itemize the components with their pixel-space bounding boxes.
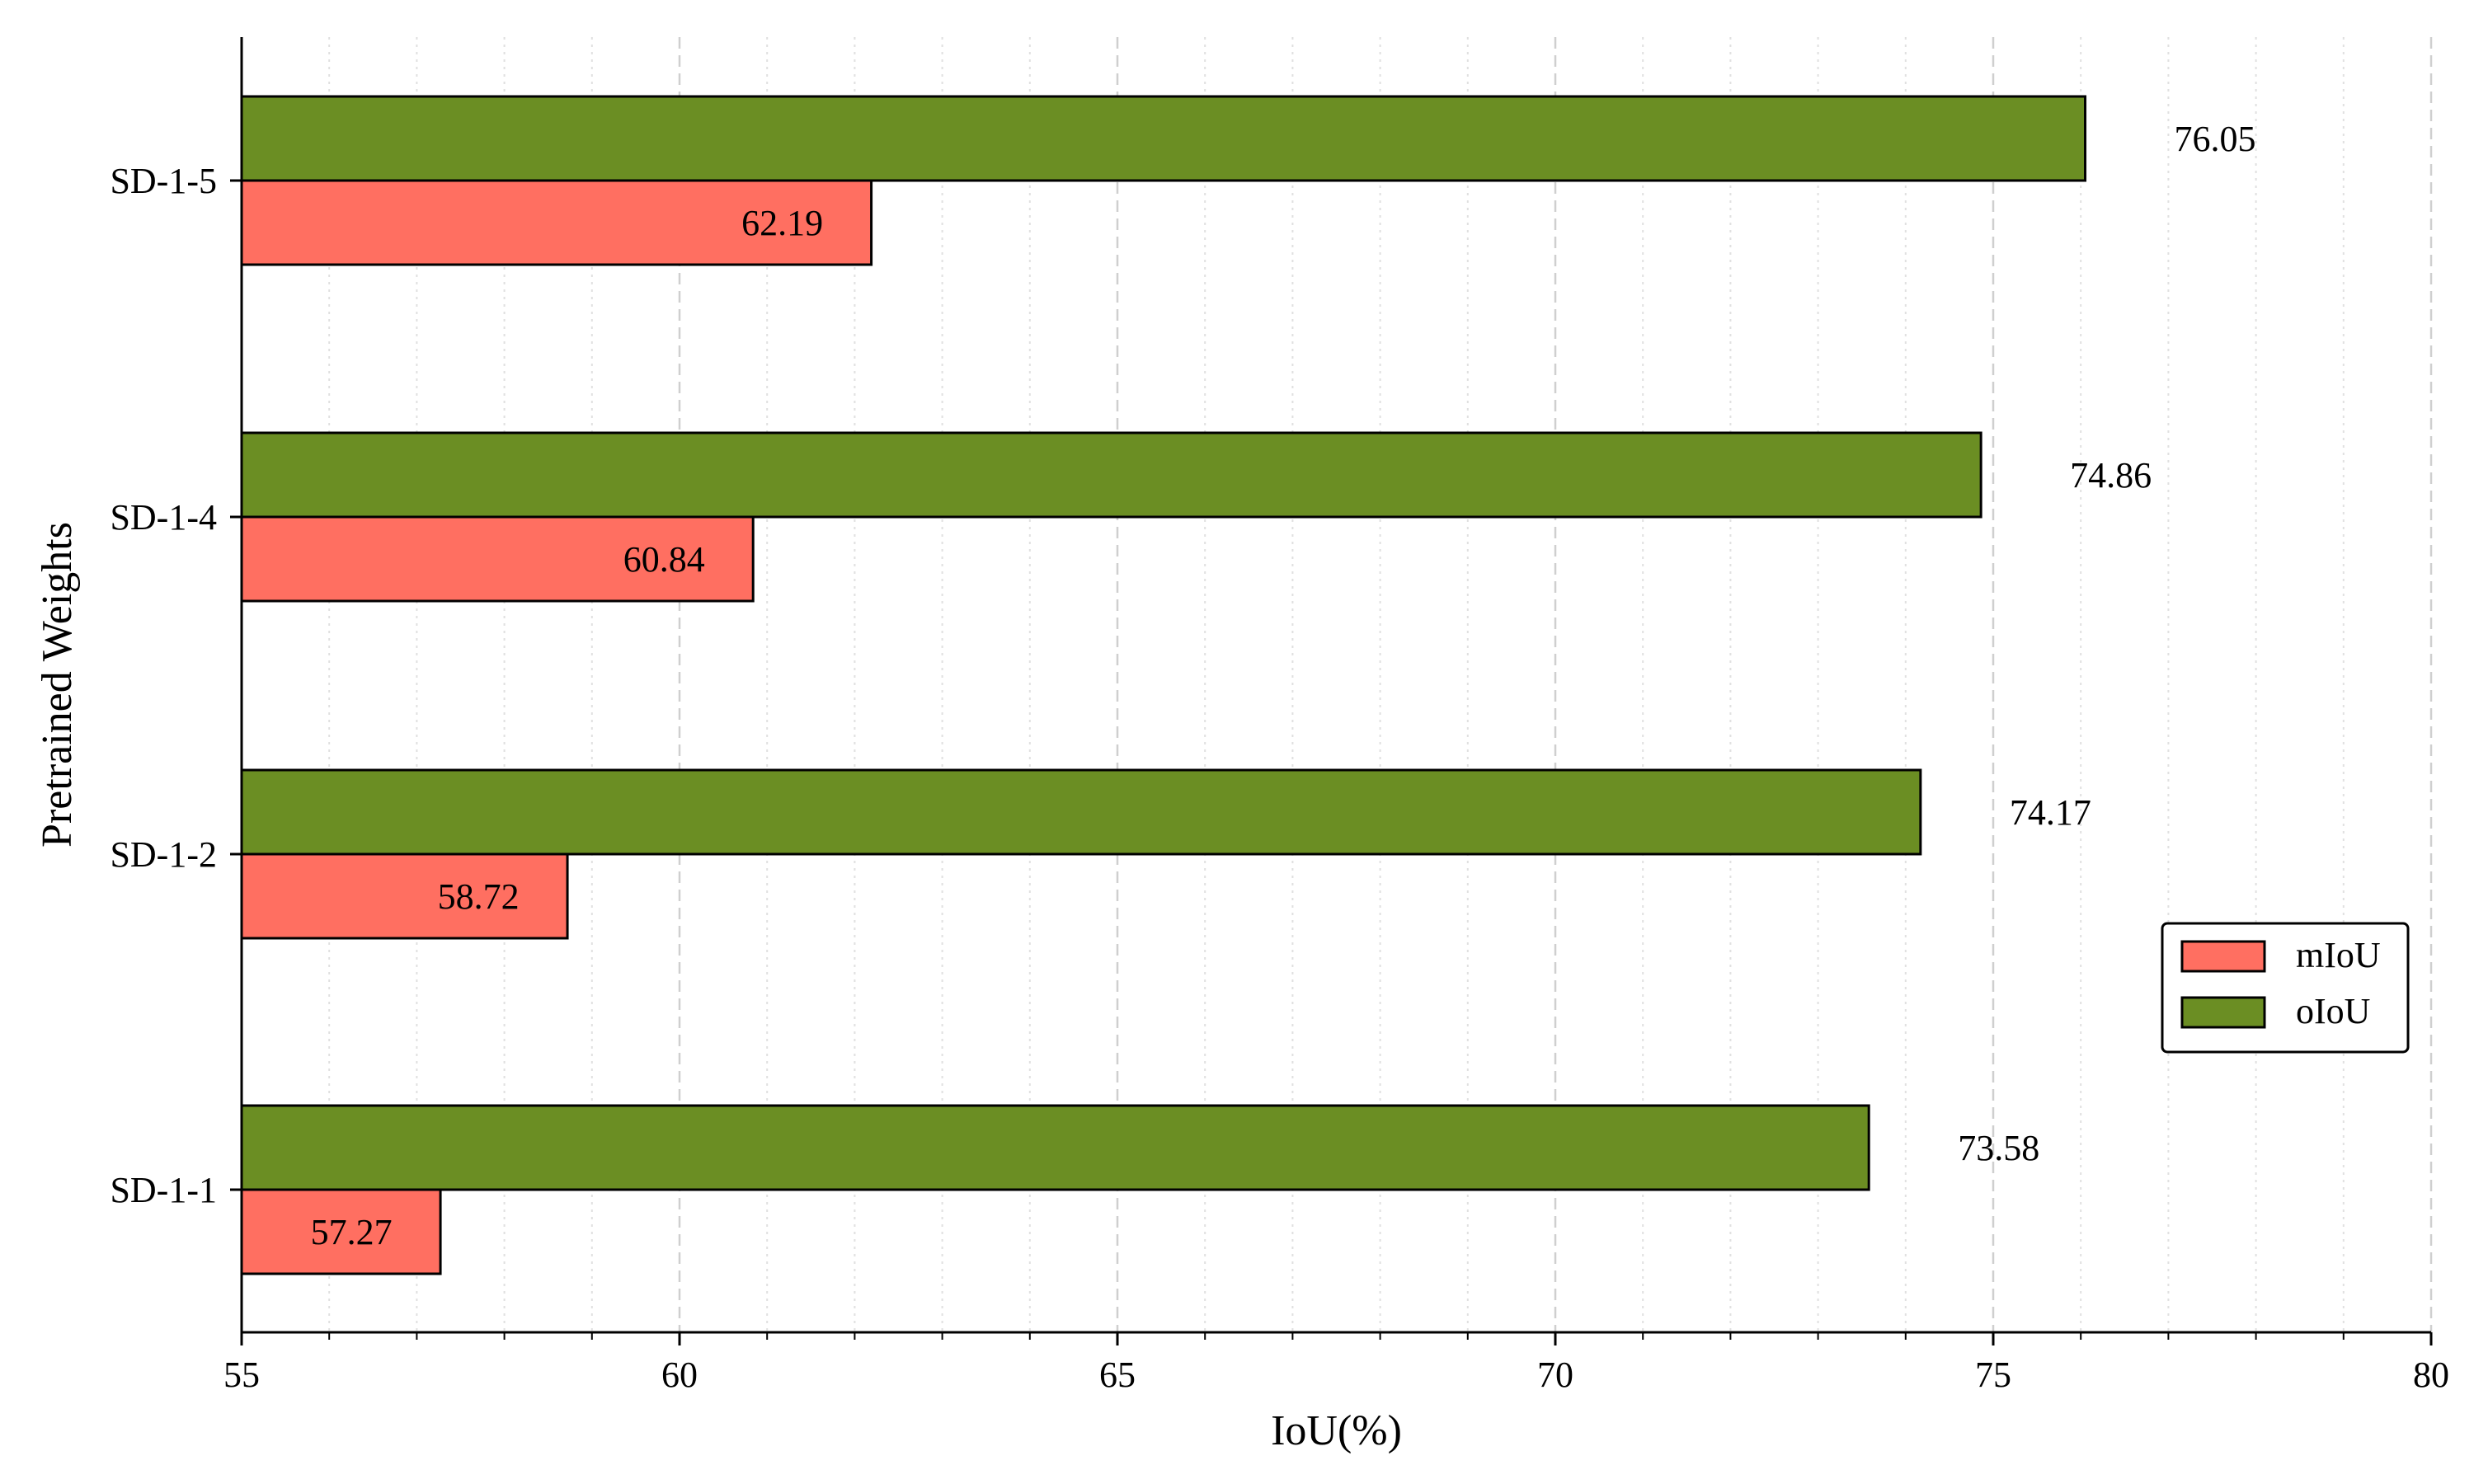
bar-miou-SD-1-5 [240, 179, 873, 266]
data-label-miou-SD-1-5: 62.19 [741, 203, 823, 243]
y-axis-ticks: SD-1-1 SD-1-2 SD-1-4 SD-1-5 [110, 161, 242, 1210]
data-label-miou-SD-1-2: 58.72 [438, 876, 520, 917]
x-tick-label: 60 [661, 1355, 698, 1395]
x-tick-label: 55 [223, 1355, 260, 1395]
legend-swatch-oIoU [2180, 996, 2266, 1029]
x-tick-label: 80 [2413, 1355, 2449, 1395]
bar-oiou-SD-1-4 [240, 431, 1982, 519]
legend-label-mIoU: mIoU [2296, 935, 2381, 975]
bar-miou-SD-1-2 [240, 852, 569, 940]
bar-oiou-SD-1-2 [240, 768, 1922, 856]
y-tick-label: SD-1-2 [110, 834, 217, 875]
legend-label-oIoU: oIoU [2296, 991, 2370, 1031]
data-labels: 73.58 57.27 74.17 58.72 74.86 60.84 76.05 62.19 [311, 119, 2256, 1252]
y-tick-label: SD-1-1 [110, 1170, 217, 1210]
data-label-oiou-SD-1-5: 76.05 [2175, 119, 2256, 159]
y-tick-label: SD-1-5 [110, 161, 217, 201]
y-axis-title: Pretrained Weights [34, 522, 81, 848]
data-label-oiou-SD-1-4: 74.86 [2070, 455, 2152, 495]
axes [240, 37, 2431, 1334]
bars [240, 95, 2087, 1275]
legend: mIoU oIoU [2161, 922, 2410, 1054]
x-axis-title: IoU(%) [1271, 1407, 1402, 1454]
data-label-miou-SD-1-1: 57.27 [311, 1212, 393, 1252]
bar-miou-SD-1-4 [240, 515, 755, 603]
x-tick-label: 65 [1099, 1355, 1136, 1395]
bar-oiou-SD-1-5 [240, 95, 2087, 182]
y-tick-label: SD-1-4 [110, 497, 217, 538]
x-tick-label: 75 [1975, 1355, 2011, 1395]
bar-miou-SD-1-1 [240, 1188, 442, 1275]
x-axis-ticks: 55 60 65 70 75 80 [223, 1332, 2449, 1395]
data-label-oiou-SD-1-1: 73.58 [1958, 1128, 2039, 1168]
legend-swatch-mIoU [2180, 940, 2266, 973]
x-tick-label: 70 [1537, 1355, 1573, 1395]
data-label-miou-SD-1-4: 60.84 [623, 539, 705, 580]
bar-oiou-SD-1-1 [240, 1104, 1870, 1191]
data-label-oiou-SD-1-2: 74.17 [2010, 792, 2091, 833]
